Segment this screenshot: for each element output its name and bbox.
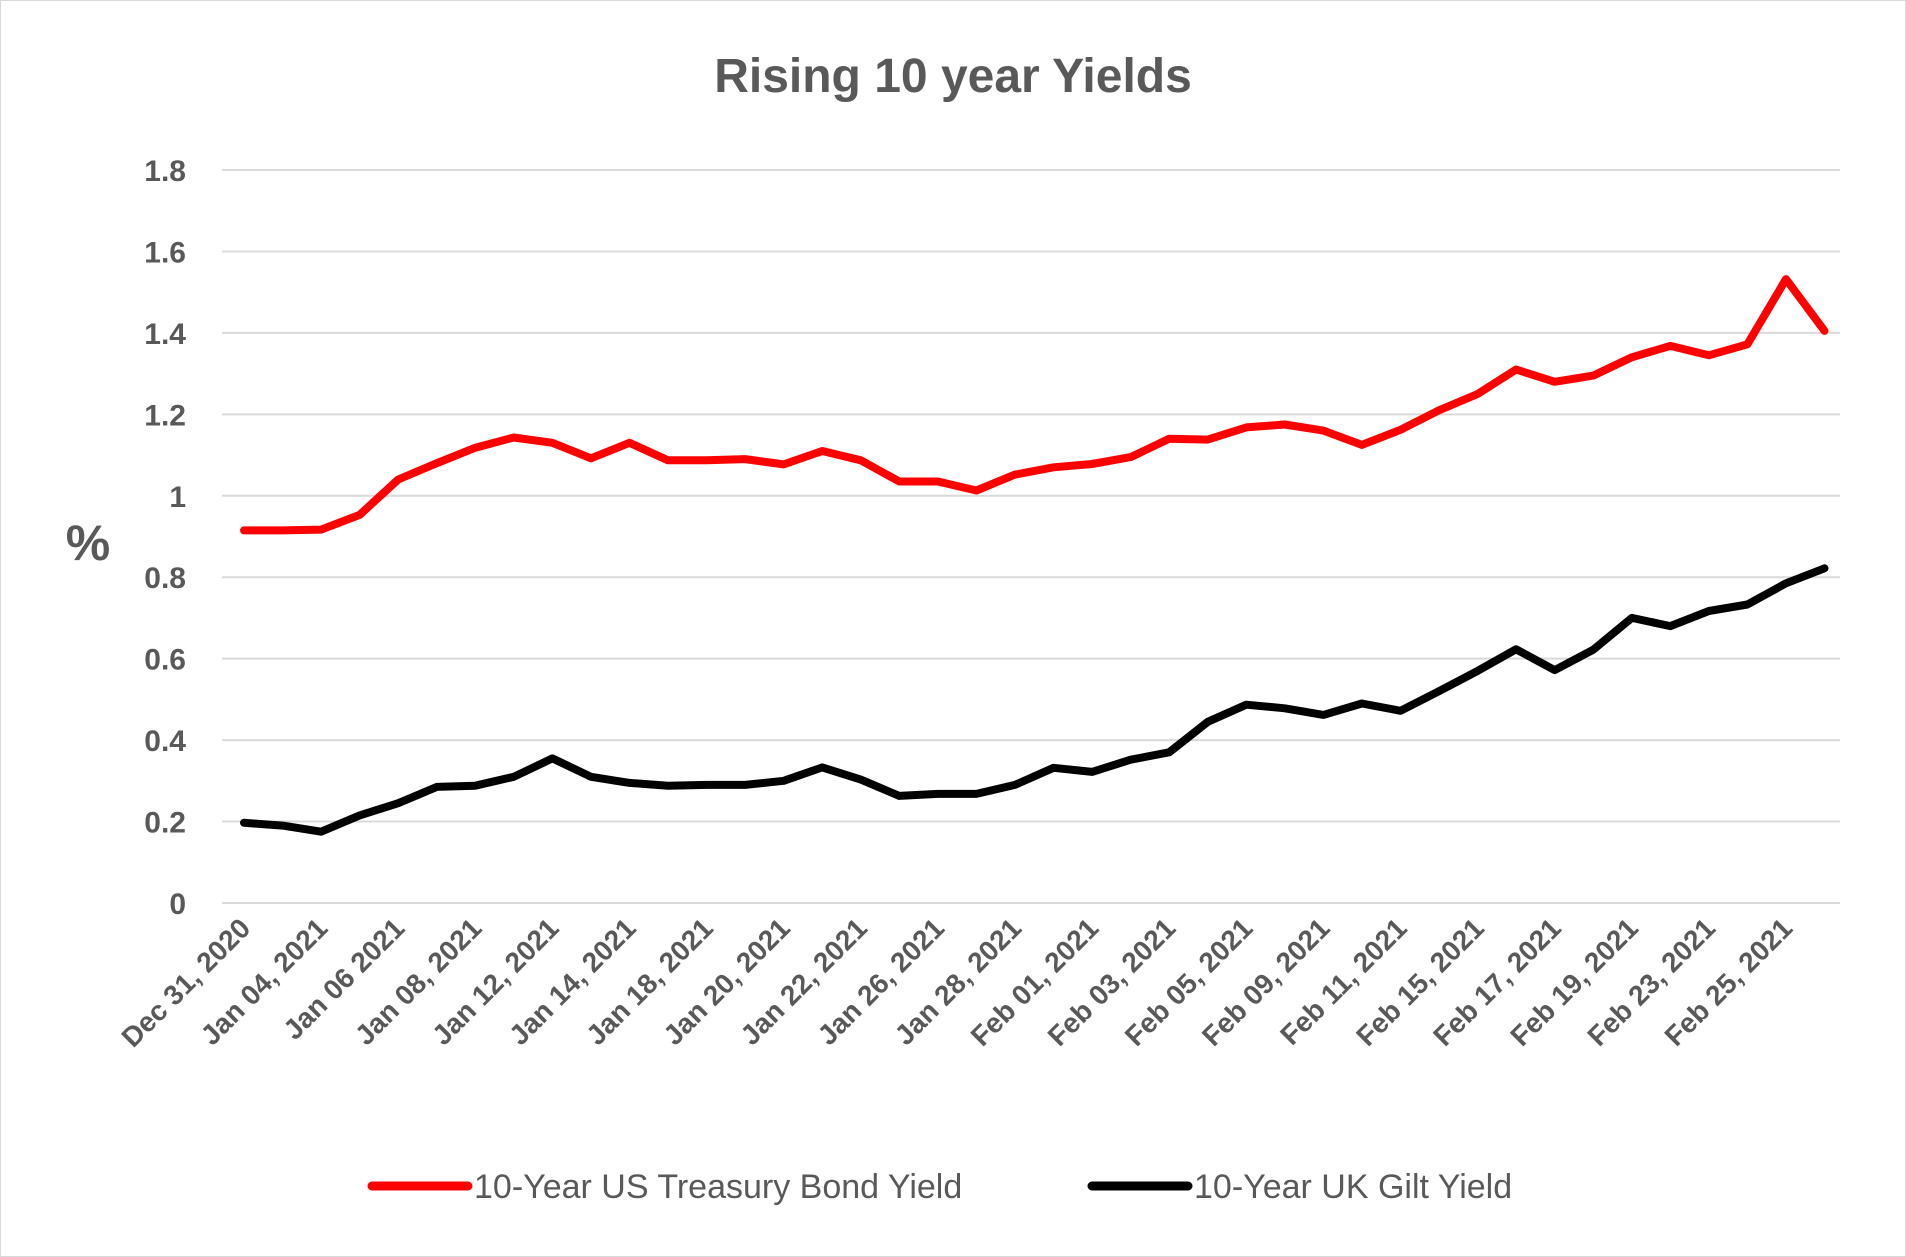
- series-line-uk-gilt: [240, 564, 1829, 836]
- y-tick-label: 0.6: [144, 644, 186, 677]
- legend-label-us-treasury: 10-Year US Treasury Bond Yield: [474, 1168, 962, 1206]
- y-tick-label: 0.8: [144, 562, 186, 595]
- y-axis-ticks: 0 0.2 0.4 0.6 0.8 1 1.2 1.4 1.6 1.8: [144, 155, 186, 921]
- gridlines: [222, 169, 1840, 904]
- chart-title: Rising 10 year Yields: [714, 50, 1192, 103]
- y-tick-label: 1.4: [144, 318, 186, 351]
- y-axis-label: %: [66, 515, 110, 571]
- y-tick-label: 0: [169, 888, 186, 921]
- y-tick-label: 1: [169, 481, 186, 514]
- series-line-us-treasury: [240, 275, 1829, 535]
- legend-label-uk-gilt: 10-Year UK Gilt Yield: [1194, 1168, 1512, 1206]
- y-tick-label: 1.2: [144, 399, 186, 432]
- series-lines: [240, 275, 1829, 836]
- legend: 10-Year US Treasury Bond Yield 10-Year U…: [367, 1168, 1512, 1206]
- y-tick-label: 1.6: [144, 236, 186, 269]
- y-tick-label: 0.4: [144, 725, 186, 758]
- y-tick-label: 1.8: [144, 155, 186, 188]
- y-tick-label: 0.2: [144, 807, 186, 840]
